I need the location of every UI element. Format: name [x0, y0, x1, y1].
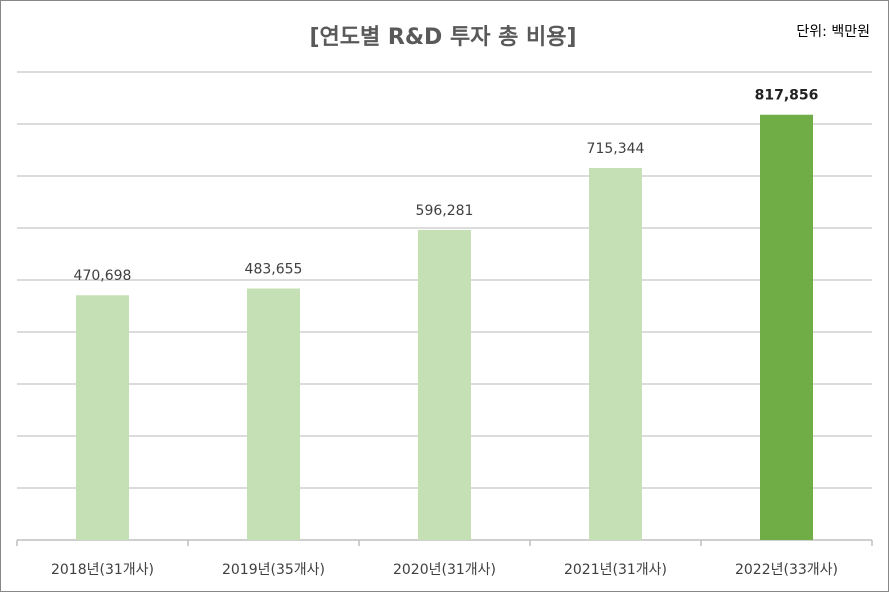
x-tick-label: 2020년(31개사): [393, 562, 496, 578]
x-tick-label: 2022년(33개사): [735, 562, 838, 578]
x-tick-label: 2018년(31개사): [51, 562, 154, 578]
data-label: 596,281: [416, 203, 474, 219]
bar: [589, 168, 642, 540]
bar: [760, 114, 813, 541]
bar: [247, 288, 300, 540]
data-label: 470,698: [74, 268, 132, 284]
x-tick-label: 2021년(31개사): [564, 562, 667, 578]
chart-title: [연도별 R&D 투자 총 비용]: [309, 25, 576, 50]
bar: [418, 229, 471, 540]
x-tick-label: 2019년(35개사): [222, 562, 325, 578]
data-label: 817,856: [755, 88, 819, 104]
data-label: 715,344: [587, 141, 645, 157]
unit-label: 단위: 백만원: [796, 24, 870, 40]
data-label: 483,655: [245, 261, 303, 277]
bar: [76, 295, 129, 540]
